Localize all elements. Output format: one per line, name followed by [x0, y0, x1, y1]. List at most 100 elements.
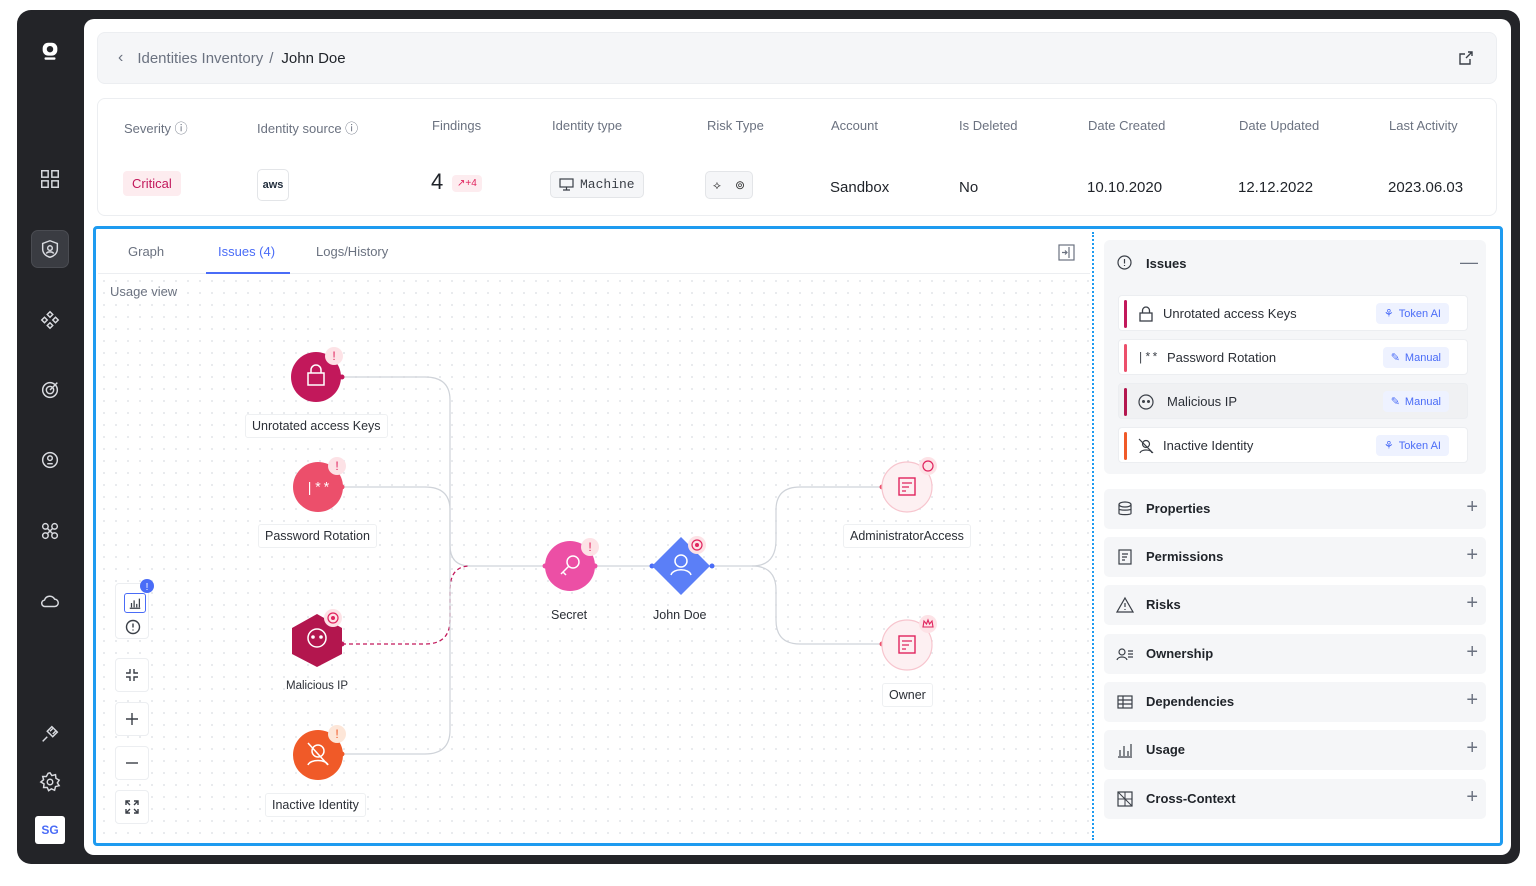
findings-count: 4 [431, 169, 444, 194]
section-dependencies[interactable]: Dependencies + [1104, 682, 1486, 722]
issue-row-selected[interactable]: Malicious IP ✎ Manual [1118, 383, 1468, 419]
section-usage[interactable]: Usage + [1104, 730, 1486, 770]
warning-icon [1116, 596, 1134, 613]
plus-icon[interactable]: + [1466, 737, 1478, 759]
issue-severity-bar [1124, 344, 1127, 372]
user-avatar[interactable]: SG [35, 816, 65, 844]
manual-icon: ✎ [1390, 396, 1400, 408]
usage-view-label: Usage view [110, 284, 178, 299]
graph-canvas[interactable] [98, 275, 1090, 840]
bar-chart-icon [1118, 744, 1132, 758]
alert-badge-icon: ! [325, 347, 343, 365]
plus-icon[interactable]: + [1466, 641, 1478, 663]
node-label-password: Password Rotation [258, 524, 377, 548]
plus-icon[interactable]: + [1466, 689, 1478, 711]
user-list-icon [1116, 648, 1133, 661]
is-deleted-value: No [959, 179, 979, 196]
breadcrumb-current: John Doe [281, 49, 346, 67]
plus-icon[interactable]: + [1466, 592, 1478, 614]
network-icon[interactable] [31, 301, 69, 339]
findings-header: Findings [432, 118, 482, 133]
user-off-icon [1138, 438, 1154, 454]
edge-john-owner [751, 565, 882, 645]
coin-icon[interactable] [31, 441, 69, 479]
secret-node[interactable] [543, 540, 597, 594]
identity-summary: Severity ⓘ Critical Identity source ⓘ aw… [97, 98, 1497, 216]
plus-icon[interactable]: + [1466, 496, 1478, 518]
view-toggle-group [115, 583, 149, 639]
section-label: Permissions [1146, 549, 1224, 564]
section-cross-context[interactable]: Cross-Context + [1104, 779, 1486, 819]
tab-issues[interactable]: Issues (4) [218, 244, 276, 259]
node-label-secret: Secret [551, 608, 588, 622]
tab-logs[interactable]: Logs/History [316, 244, 389, 259]
alert-circle-icon [1117, 255, 1132, 270]
policy-icon [1118, 549, 1132, 565]
integrations-icon[interactable] [31, 512, 69, 550]
node-label-unrotated: Unrotated access Keys [245, 414, 388, 438]
section-ownership[interactable]: Ownership + [1104, 634, 1486, 674]
alert-circle-icon[interactable] [125, 619, 141, 635]
issue-severity-bar [1124, 432, 1127, 460]
chevron-left-icon[interactable]: ‹ [118, 49, 124, 66]
issue-label: Inactive Identity [1163, 438, 1254, 453]
breadcrumb-parent[interactable]: Identities Inventory [137, 49, 264, 67]
fit-view-button[interactable] [115, 658, 149, 692]
logo-icon[interactable] [31, 32, 69, 70]
zoom-out-button[interactable] [115, 746, 149, 780]
identity-shield-icon[interactable] [31, 230, 69, 268]
owner-node[interactable] [880, 618, 934, 672]
issue-row[interactable]: Unrotated access Keys ⚘ Token AI [1118, 295, 1468, 331]
fullscreen-button[interactable] [115, 790, 149, 824]
inactive-identity-node[interactable] [292, 729, 344, 781]
account-value: Sandbox [830, 179, 890, 196]
section-risks[interactable]: Risks + [1104, 585, 1486, 625]
open-external-icon[interactable] [1458, 50, 1474, 66]
risk-type-chip: ⟡ ⊚ [705, 171, 753, 199]
alert-badge-icon: ! [581, 538, 599, 556]
dashboard-icon[interactable] [31, 160, 69, 198]
identity-type-header: Identity type [552, 118, 623, 133]
plugin-icon[interactable] [31, 715, 69, 753]
minimize-icon [126, 669, 138, 681]
unrotated-keys-node[interactable] [290, 351, 344, 405]
administrator-access-node[interactable] [880, 460, 934, 514]
token-ai-icon: ⚘ [1383, 440, 1394, 452]
target-icon[interactable] [31, 371, 69, 409]
usage-chart-icon[interactable] [124, 593, 146, 613]
collapse-panel-icon[interactable] [1058, 244, 1075, 261]
breadcrumb-separator: / [269, 49, 274, 67]
severity-badge: Critical [123, 171, 181, 196]
issue-label: Password Rotation [1167, 350, 1277, 365]
date-updated-value: 12.12.2022 [1238, 179, 1314, 196]
date-created-header: Date Created [1088, 118, 1166, 133]
password-rotation-node[interactable]: |** [292, 461, 344, 513]
last-activity-header: Last Activity [1389, 118, 1458, 133]
section-properties[interactable]: Properties + [1104, 489, 1486, 529]
user-icon [674, 554, 688, 568]
skull-icon [307, 628, 327, 648]
issue-label: Unrotated access Keys [1163, 306, 1297, 321]
plus-icon[interactable]: + [1466, 786, 1478, 808]
zoom-in-button[interactable] [115, 702, 149, 736]
section-label: Risks [1146, 597, 1181, 612]
alert-badge-icon: ! [328, 725, 346, 743]
detail-tabs: Graph Issues (4) Logs/History [98, 232, 1090, 274]
section-permissions[interactable]: Permissions + [1104, 537, 1486, 577]
issue-severity-bar [1124, 300, 1127, 328]
settings-icon[interactable] [31, 763, 69, 801]
collapse-section-icon[interactable]: — [1460, 252, 1478, 272]
issue-row[interactable]: Inactive Identity ⚘ Token AI [1118, 427, 1468, 463]
expand-icon [125, 800, 139, 814]
network-icon: ⟡ [713, 177, 721, 192]
tab-graph[interactable]: Graph [128, 244, 165, 259]
cloud-icon[interactable] [31, 582, 69, 620]
aws-logo-icon: aws [257, 169, 289, 201]
section-label: Dependencies [1146, 694, 1235, 709]
malicious-ip-node[interactable] [288, 612, 346, 668]
issue-tag: ✎ Manual [1382, 347, 1449, 368]
svg-text:!: ! [146, 582, 149, 593]
plus-icon[interactable]: + [1466, 544, 1478, 566]
date-created-value: 10.10.2020 [1087, 179, 1163, 196]
issue-row[interactable]: |** Password Rotation ✎ Manual [1118, 339, 1468, 375]
